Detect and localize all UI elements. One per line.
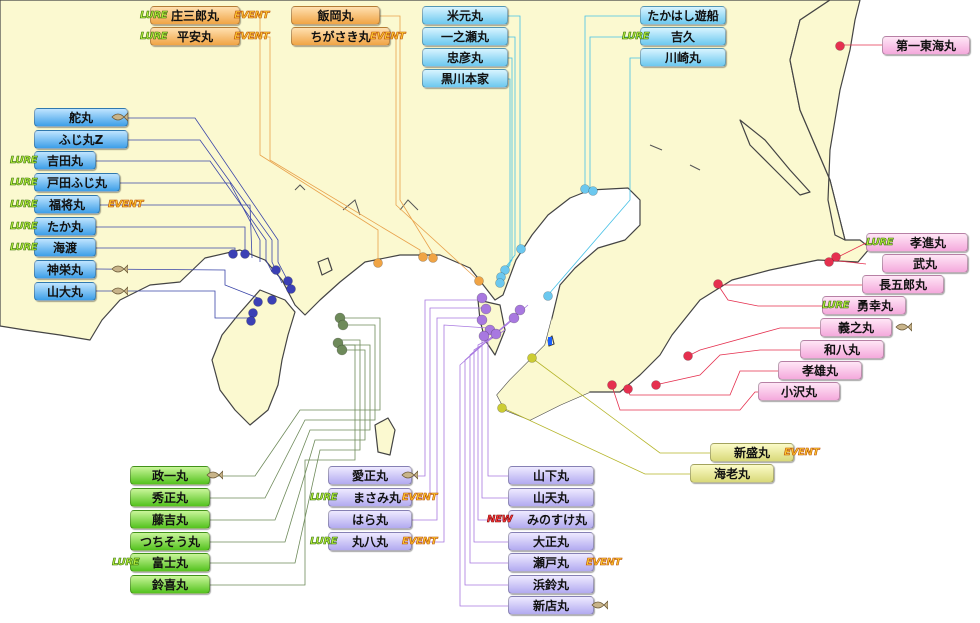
boat-label-fukushomaru[interactable]: 福将丸 [34,195,100,214]
boat-label-tsuchisomaru[interactable]: つちそう丸 [130,532,210,551]
land-masses [0,0,871,456]
event-badge: EVENT [784,447,820,459]
izu-oshima [374,417,396,456]
boat-label-suzukimaru[interactable]: 鈴喜丸 [130,575,210,594]
fish-icon [591,600,608,610]
boat-label-minosukemaru[interactable]: みのすけ丸 [508,510,594,529]
boat-label-fujimaru[interactable]: 富士丸 [130,553,210,572]
boat-label-kaito[interactable]: 海渡 [34,238,96,257]
lure-badge: LURE [140,31,168,43]
boat-label-masaichimaru[interactable]: 政一丸 [130,466,210,485]
boat-label-shintenmaru[interactable]: 新店丸 [508,596,594,615]
boat-label-takamaru[interactable]: たか丸 [34,217,96,236]
boso-peninsula [497,318,590,420]
boat-label-daiichi-tokaimaru[interactable]: 第一東海丸 [882,36,970,55]
boat-label-haramaru[interactable]: はら丸 [328,510,412,529]
boat-label-ebimaru[interactable]: 海老丸 [690,464,774,483]
boat-label-setomaru[interactable]: 瀬戸丸 [508,553,594,572]
boat-label-koshinmaru[interactable]: 孝進丸 [866,233,968,252]
lure-badge: LURE [112,557,140,569]
event-badge: EVENT [402,492,438,504]
boat-label-yonemotomaru[interactable]: 米元丸 [422,6,508,25]
event-badge: EVENT [402,536,438,548]
boat-label-ozawamaru[interactable]: 小沢丸 [758,382,840,401]
boat-label-tokichimaru[interactable]: 藤吉丸 [130,510,210,529]
boat-label-taishomaru[interactable]: 大正丸 [508,532,594,551]
boat-label-yoshihisa[interactable]: 吉久 [640,27,726,46]
boat-label-fujimaru-z[interactable]: ふじ丸Z [34,130,128,149]
boat-label-wahachimaru[interactable]: 和八丸 [800,340,884,359]
port-markers [228,41,845,413]
boat-label-chogoromaru[interactable]: 長五郎丸 [862,275,944,294]
boat-label-takahashi-yusen[interactable]: たかはし遊船 [640,6,726,25]
lure-badge: LURE [10,242,38,254]
boat-label-tadahikomaru[interactable]: 忠彦丸 [422,48,508,67]
lure-badge: LURE [866,237,894,249]
boat-label-heda-fujimaru[interactable]: 戸田ふじ丸 [34,173,120,192]
boat-label-heianmaru[interactable]: 平安丸 [150,27,240,46]
boat-label-kajimaru[interactable]: 舵丸 [34,108,128,127]
boat-label-yamashitamaru[interactable]: 山下丸 [508,466,594,485]
lure-badge: LURE [310,536,338,548]
boat-label-ichinosemaru[interactable]: 一之瀬丸 [422,27,508,46]
right-peninsula [789,0,861,241]
fish-icon [111,286,128,296]
fish-icon [401,470,418,480]
event-badge: EVENT [370,31,406,43]
boat-label-maruhachimaru[interactable]: 丸八丸 [328,532,412,551]
boat-label-santenmaru[interactable]: 山天丸 [508,488,594,507]
event-badge: EVENT [234,10,270,22]
boat-label-shozaburomaru[interactable]: 庄三郎丸 [150,6,240,25]
boat-label-hamasuzumaru[interactable]: 浜鈴丸 [508,575,594,594]
boat-label-masamimaru[interactable]: まさみ丸 [328,488,412,507]
event-badge: EVENT [234,31,270,43]
enoshima [317,257,333,276]
event-badge: EVENT [108,199,144,211]
boat-label-shineimaru[interactable]: 神栄丸 [34,260,96,279]
fish-icon [111,112,128,122]
lure-badge: LURE [10,177,38,189]
tone-lake [739,119,811,196]
boat-label-chigasakimaru[interactable]: ちがさき丸 [291,27,390,46]
boat-label-yukomaru[interactable]: 勇幸丸 [822,296,906,315]
boat-label-yamadaimaru[interactable]: 山大丸 [34,282,96,301]
fish-icon [111,264,128,274]
boat-label-aimasamaru[interactable]: 愛正丸 [328,466,412,485]
lure-badge: LURE [622,31,650,43]
izu-peninsula [211,289,296,426]
fish-icon [895,322,912,332]
fish-icon [206,470,223,480]
rivers [294,144,701,216]
lure-badge: LURE [140,10,168,22]
boat-label-shinseimaru[interactable]: 新盛丸 [710,443,794,462]
lure-badge: LURE [310,492,338,504]
boat-label-yoshidamaru[interactable]: 吉田丸 [34,151,96,170]
boat-label-hidemasamaru[interactable]: 秀正丸 [130,488,210,507]
event-badge: EVENT [586,557,622,569]
lure-badge: LURE [822,300,850,312]
new-badge: NEW [487,514,513,526]
boat-label-kawasakimaru[interactable]: 川崎丸 [640,48,726,67]
boat-label-takemaru[interactable]: 武丸 [882,254,968,273]
boat-label-iiokamaru[interactable]: 飯岡丸 [291,6,380,25]
boat-label-kurokawahonke[interactable]: 黒川本家 [422,69,508,88]
lure-badge: LURE [10,221,38,233]
boat-label-yoshiyukimaru[interactable]: 義之丸 [820,318,892,337]
boat-label-takaomaru[interactable]: 孝雄丸 [778,361,862,380]
lure-badge: LURE [10,155,38,167]
lure-badge: LURE [10,199,38,211]
